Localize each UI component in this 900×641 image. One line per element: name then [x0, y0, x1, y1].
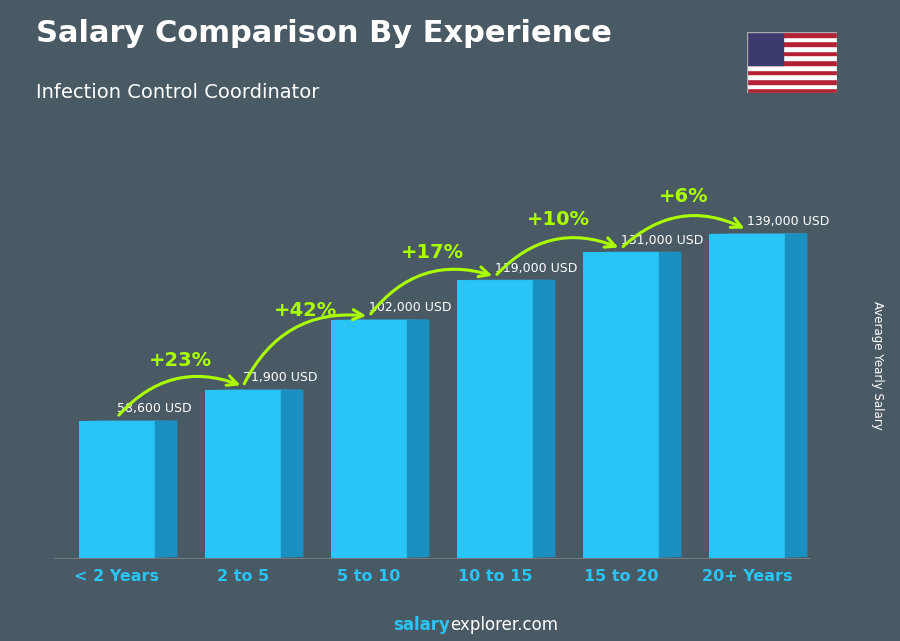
- Bar: [747, 42, 837, 46]
- Polygon shape: [155, 420, 177, 558]
- Polygon shape: [281, 390, 303, 558]
- Polygon shape: [457, 280, 533, 558]
- Polygon shape: [785, 233, 807, 558]
- Text: explorer.com: explorer.com: [450, 616, 558, 634]
- Text: +23%: +23%: [148, 351, 211, 370]
- Bar: [747, 51, 837, 56]
- Polygon shape: [709, 234, 785, 558]
- Polygon shape: [205, 390, 281, 558]
- Bar: [747, 88, 837, 93]
- Polygon shape: [583, 253, 659, 558]
- Text: Average Yearly Salary: Average Yearly Salary: [871, 301, 884, 429]
- Text: +10%: +10%: [526, 210, 590, 229]
- Bar: [747, 83, 837, 88]
- Text: Salary Comparison By Experience: Salary Comparison By Experience: [36, 19, 612, 48]
- Polygon shape: [79, 421, 155, 558]
- Bar: [747, 79, 837, 83]
- Text: 58,600 USD: 58,600 USD: [117, 403, 192, 415]
- Text: 131,000 USD: 131,000 USD: [621, 233, 704, 247]
- Text: salary: salary: [393, 616, 450, 634]
- Text: +42%: +42%: [274, 301, 338, 320]
- Text: +6%: +6%: [659, 187, 709, 206]
- Polygon shape: [659, 252, 681, 558]
- Bar: [747, 69, 837, 74]
- Text: 71,900 USD: 71,900 USD: [243, 371, 318, 385]
- Polygon shape: [331, 320, 407, 558]
- Text: 139,000 USD: 139,000 USD: [747, 215, 830, 228]
- Bar: [747, 32, 783, 65]
- Text: 102,000 USD: 102,000 USD: [369, 301, 452, 314]
- Bar: [747, 46, 837, 51]
- Polygon shape: [407, 319, 429, 558]
- Text: 119,000 USD: 119,000 USD: [495, 262, 578, 274]
- Text: Infection Control Coordinator: Infection Control Coordinator: [36, 83, 320, 103]
- Bar: [747, 65, 837, 69]
- Bar: [747, 56, 837, 60]
- Bar: [747, 74, 837, 79]
- Bar: [747, 32, 837, 37]
- Polygon shape: [533, 279, 555, 558]
- Text: +17%: +17%: [400, 243, 464, 262]
- Bar: [747, 37, 837, 42]
- Bar: [747, 60, 837, 65]
